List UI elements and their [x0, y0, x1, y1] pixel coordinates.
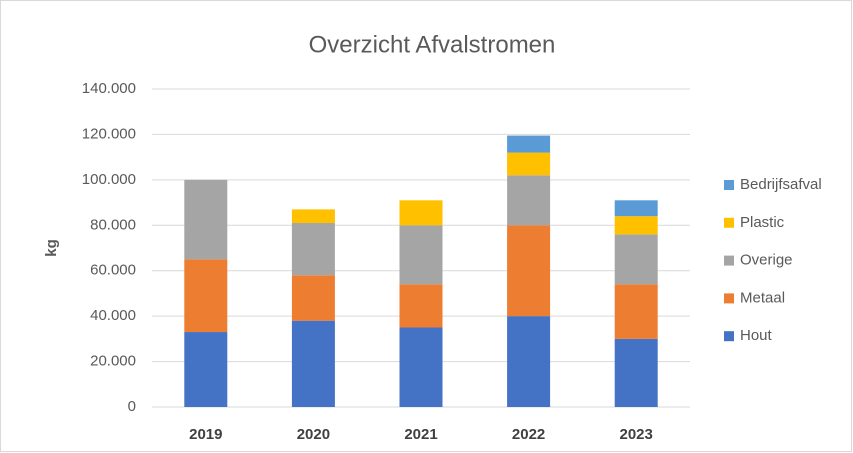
bar-segment — [507, 316, 551, 407]
bar-segment — [184, 332, 228, 407]
legend-swatch — [724, 180, 734, 190]
bar-segment — [291, 275, 335, 321]
bar-segment — [507, 152, 551, 176]
y-tick-label: 100.000 — [82, 171, 136, 188]
bar-segment — [399, 200, 443, 226]
bar-segment — [184, 179, 228, 260]
bar-segment — [614, 216, 658, 235]
bar-segment — [507, 135, 551, 153]
x-tick-label: 2019 — [189, 426, 222, 443]
bar-segment — [184, 259, 228, 333]
legend-swatch — [724, 255, 734, 266]
legend-label: Metaal — [740, 289, 785, 306]
y-tick-label: 120.000 — [82, 125, 136, 142]
bar-segment — [291, 320, 335, 407]
x-tick-label: 2022 — [512, 426, 545, 443]
bar-segment — [399, 225, 443, 285]
legend-swatch — [724, 293, 734, 304]
y-tick-label: 140.000 — [82, 80, 136, 97]
x-tick-label: 2020 — [297, 426, 330, 443]
y-tick-label: 40.000 — [90, 307, 136, 324]
legend-swatch — [724, 217, 734, 228]
bar-segment — [507, 175, 551, 226]
bar-segment — [614, 200, 658, 217]
bar-segment — [507, 225, 551, 317]
x-tick-label: 2023 — [620, 426, 653, 443]
y-axis-label: kg — [43, 239, 60, 257]
y-tick-label: 20.000 — [90, 353, 136, 370]
bar-segment — [291, 209, 335, 224]
chart-title: Overzicht Afvalstromen — [309, 31, 556, 58]
y-tick-label: 80.000 — [90, 216, 136, 233]
legend-label: Bedrijfsafval — [740, 176, 822, 193]
legend-swatch — [724, 331, 734, 342]
y-tick-label: 60.000 — [90, 262, 136, 279]
bar-segment — [399, 284, 443, 328]
bar-segment — [614, 338, 658, 407]
x-tick-label: 2021 — [404, 426, 437, 443]
legend-label: Hout — [740, 327, 773, 344]
legend-label: Overige — [740, 252, 793, 269]
bar-segment — [399, 327, 443, 407]
y-tick-label: 0 — [128, 398, 136, 415]
bar-segment — [614, 234, 658, 285]
bar-segment — [614, 284, 658, 339]
bar-segment — [291, 223, 335, 276]
legend-label: Plastic — [740, 214, 785, 231]
